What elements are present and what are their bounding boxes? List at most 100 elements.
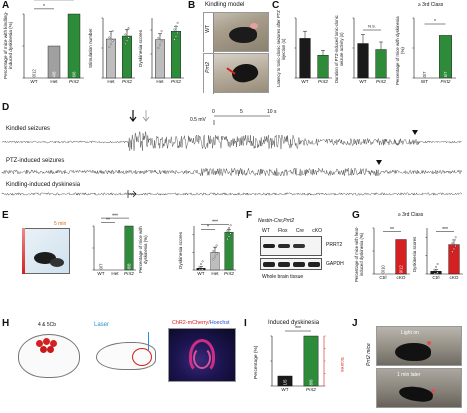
panel-i-letter: I bbox=[244, 318, 247, 329]
data-point bbox=[127, 27, 130, 30]
col-cre: Cre bbox=[295, 228, 304, 234]
bar-wt bbox=[357, 43, 369, 79]
data-point bbox=[124, 42, 127, 45]
data-point bbox=[435, 273, 437, 275]
panel-g-ylabel2: Dyskinesia scores bbox=[412, 236, 417, 272]
significance-mark: *** bbox=[442, 227, 448, 233]
data-point bbox=[173, 38, 176, 41]
panel-c-ylabel2: Duration of PTZ-induced tonic-clonic sei… bbox=[334, 15, 344, 83]
panel-a-chart2-ylabel: Stimulation number bbox=[88, 28, 93, 68]
significance-mark: ** bbox=[390, 227, 394, 233]
x-tick-label: Prrt2 bbox=[441, 79, 451, 84]
data-point bbox=[108, 45, 111, 48]
bar-label: 0/7 bbox=[422, 71, 427, 77]
data-point bbox=[228, 235, 230, 238]
scale-tick-10: 10 s bbox=[267, 109, 277, 115]
panel-h-letter: H bbox=[2, 318, 10, 329]
x-tick-label: Prrt2 bbox=[376, 79, 386, 84]
kindling-photo-prrt2: Prrt2 bbox=[203, 53, 269, 94]
bar-label: 4/8 bbox=[51, 71, 56, 77]
chart-i-dyskinesia: 1/5 WT 8/8 Prrt2 *** bbox=[270, 326, 326, 392]
stain-label: ChR2-mCherry/Hoechst bbox=[172, 320, 230, 326]
x-tick-label: cKO bbox=[397, 275, 406, 280]
x-tick-label: Prrt2 bbox=[318, 79, 328, 84]
panel-g-letter: G bbox=[352, 210, 360, 221]
data-point bbox=[127, 36, 130, 39]
data-point bbox=[175, 35, 177, 38]
data-point bbox=[110, 33, 112, 36]
chart-g-scores: Ctrl cKO *** bbox=[425, 227, 463, 280]
panel-g-class: ≥ 3rd Class bbox=[398, 212, 424, 218]
x-tick-label: Het bbox=[211, 271, 219, 276]
data-point bbox=[454, 236, 457, 239]
x-tick-label: WT bbox=[30, 79, 37, 84]
later-label: 1 min later bbox=[397, 372, 421, 378]
chart-c-duration: WT Prrt2 N.S. bbox=[352, 17, 390, 84]
significance-mark: * bbox=[207, 225, 209, 231]
arrow-open-icon bbox=[142, 110, 150, 122]
x-tick-label: Prrt2 bbox=[171, 79, 181, 84]
x-tick-label: Prrt2 bbox=[69, 79, 79, 84]
data-point bbox=[226, 229, 229, 232]
panel-f-title: Nestin-Cre;Prrt2 bbox=[258, 218, 295, 224]
col-flox: Flox bbox=[278, 228, 288, 234]
blot-column-headers: WT Flox Cre cKO bbox=[262, 228, 322, 234]
trace-dyskinesia bbox=[1, 192, 462, 196]
x-tick-label: Ctrl bbox=[432, 275, 439, 280]
panel-i-title: Induced dyskinesia bbox=[268, 320, 320, 326]
bar-prrt2 bbox=[224, 231, 234, 271]
data-point bbox=[108, 36, 111, 39]
bar-het bbox=[47, 45, 61, 79]
data-point bbox=[159, 43, 161, 46]
data-point bbox=[111, 30, 114, 33]
x-tick-label: Prrt2 bbox=[124, 271, 134, 276]
x-tick-label: Het bbox=[156, 79, 164, 84]
bar-label: 1/5 bbox=[282, 379, 287, 385]
band-prrt2-label: PRRT2 bbox=[326, 242, 343, 248]
blot-prrt2 bbox=[260, 236, 322, 256]
panel-e-letter: E bbox=[2, 210, 9, 221]
col-cko: cKO bbox=[312, 228, 322, 234]
panel-c-ylabel1: Latency to tonic-clonic seizures after P… bbox=[276, 10, 286, 88]
photo-1min-later: 1 min later bbox=[376, 368, 462, 408]
ns-label: N.S. bbox=[368, 24, 376, 29]
x-tick-label: Prrt2 bbox=[122, 79, 132, 84]
panel-i-ylabel-right: Scores bbox=[339, 356, 344, 372]
data-point bbox=[212, 250, 215, 252]
bar-label: 0/10 bbox=[380, 265, 385, 274]
panel-a-chart3-ylabel: Dyskinesia scores bbox=[138, 29, 143, 67]
col-wt: WT bbox=[262, 228, 270, 234]
bar-wt bbox=[299, 38, 311, 79]
data-point bbox=[200, 263, 202, 266]
x-tick-label: WT bbox=[301, 79, 308, 84]
data-point bbox=[160, 40, 163, 43]
data-point bbox=[214, 255, 216, 258]
bar-prrt2 bbox=[124, 225, 134, 271]
data-point bbox=[212, 258, 215, 261]
data-point bbox=[201, 260, 204, 263]
data-point bbox=[175, 25, 177, 28]
data-point bbox=[159, 33, 161, 36]
arrow-down-icon bbox=[129, 110, 137, 122]
bar-label: 0/7 bbox=[98, 263, 103, 269]
bar-label: 0/12 bbox=[31, 69, 36, 78]
data-point bbox=[173, 28, 176, 31]
data-point bbox=[453, 239, 455, 242]
significance-mark: *** bbox=[295, 326, 301, 332]
data-point bbox=[229, 224, 232, 227]
data-point bbox=[226, 238, 229, 241]
bar-het bbox=[105, 38, 117, 79]
data-point bbox=[436, 271, 439, 274]
photo-light-on: Light on bbox=[376, 326, 462, 366]
panel-c-letter: C bbox=[272, 0, 280, 11]
panel-i-ylabel-left: Percentage (%) bbox=[254, 345, 259, 379]
x-tick-label: Ctrl bbox=[379, 275, 386, 280]
data-point bbox=[201, 268, 204, 271]
heat-box-illustration: 5 min bbox=[16, 221, 74, 280]
chart-a-scores: Het Prrt2 bbox=[150, 18, 184, 84]
trace-label-ptz: PTZ-induced seizures bbox=[6, 158, 65, 164]
data-point bbox=[176, 21, 179, 24]
